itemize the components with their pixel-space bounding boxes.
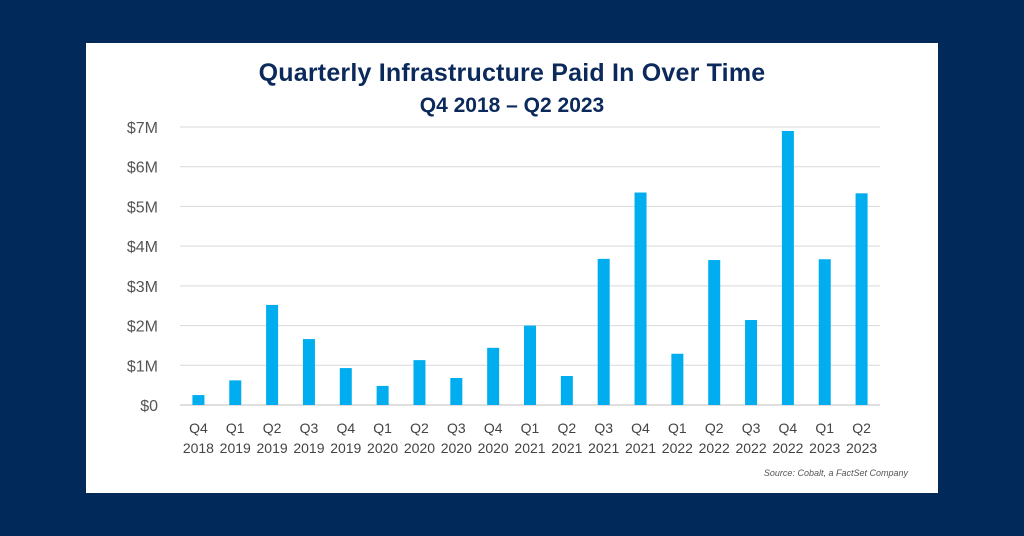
x-tick-quarter: Q2 bbox=[705, 420, 724, 436]
x-tick-quarter: Q3 bbox=[447, 420, 466, 436]
x-tick-quarter: Q3 bbox=[594, 420, 613, 436]
bar-chart: $0 $1M $2M $3M $4M $5M $6M $7M Q4 2018 Q1 2019 Q2 201… bbox=[127, 120, 880, 456]
source-note: Source: Cobalt, a FactSet Company bbox=[763, 468, 908, 478]
bar bbox=[708, 260, 721, 405]
y-tick-label: $2M bbox=[127, 319, 158, 336]
x-tick-year: 2019 bbox=[257, 440, 288, 456]
x-tick-quarter: Q2 bbox=[410, 420, 429, 436]
x-tick-quarter: Q1 bbox=[815, 420, 834, 436]
bar bbox=[745, 320, 758, 405]
y-tick-label: $0 bbox=[140, 398, 158, 415]
x-tick-year: 2019 bbox=[330, 440, 361, 456]
bar bbox=[524, 325, 536, 405]
x-tick-quarter: Q3 bbox=[742, 420, 761, 436]
y-tick-label: $6M bbox=[127, 160, 158, 177]
x-tick-quarter: Q4 bbox=[484, 420, 503, 436]
y-tick-label: $1M bbox=[127, 358, 158, 375]
x-tick-year: 2021 bbox=[514, 440, 545, 456]
x-tick-year: 2022 bbox=[662, 440, 693, 456]
x-tick-year: 2020 bbox=[441, 440, 472, 456]
x-tick-quarter: Q1 bbox=[668, 420, 687, 436]
x-tick-quarter: Q1 bbox=[521, 420, 540, 436]
x-tick-quarter: Q3 bbox=[300, 420, 319, 436]
x-tick-year: 2021 bbox=[625, 440, 656, 456]
x-tick-quarter: Q2 bbox=[263, 420, 282, 436]
x-tick-year: 2023 bbox=[809, 440, 840, 456]
x-tick-year: 2022 bbox=[699, 440, 730, 456]
bar bbox=[376, 385, 389, 405]
bar bbox=[302, 339, 315, 405]
x-tick-year: 2020 bbox=[478, 440, 509, 456]
bar bbox=[855, 193, 868, 405]
x-tick-year: 2019 bbox=[293, 440, 324, 456]
bar bbox=[229, 380, 242, 405]
bar bbox=[413, 360, 426, 405]
x-tick-quarter: Q2 bbox=[557, 420, 576, 436]
bar bbox=[634, 192, 647, 405]
bar bbox=[818, 259, 831, 405]
y-tick-label: $4M bbox=[127, 239, 158, 256]
x-tick-quarter: Q4 bbox=[189, 420, 208, 436]
x-tick-year: 2021 bbox=[551, 440, 582, 456]
y-tick-label: $7M bbox=[127, 120, 158, 137]
x-tick-quarter: Q1 bbox=[226, 420, 245, 436]
x-tick-year: 2022 bbox=[735, 440, 766, 456]
x-tick-year: 2021 bbox=[588, 440, 619, 456]
bar bbox=[597, 258, 610, 405]
bar bbox=[781, 130, 794, 405]
chart-subtitle: Q4 2018 – Q2 2023 bbox=[419, 94, 605, 117]
bar bbox=[450, 377, 463, 405]
bar bbox=[266, 304, 279, 405]
chart-title: Quarterly Infrastructure Paid In Over Ti… bbox=[258, 59, 766, 87]
x-tick-quarter: Q1 bbox=[373, 420, 392, 436]
x-tick-quarter: Q2 bbox=[852, 420, 871, 436]
bar bbox=[487, 347, 500, 405]
x-tick-quarter: Q4 bbox=[336, 420, 355, 436]
bar bbox=[339, 368, 352, 405]
bar bbox=[192, 395, 205, 405]
x-tick-quarter: Q4 bbox=[779, 420, 798, 436]
x-tick-year: 2022 bbox=[772, 440, 803, 456]
x-tick-year: 2023 bbox=[846, 440, 877, 456]
y-tick-label: $5M bbox=[127, 199, 158, 216]
x-tick-year: 2018 bbox=[183, 440, 214, 456]
x-tick-quarter: Q4 bbox=[631, 420, 650, 436]
chart-card: Quarterly Infrastructure Paid In Over Ti… bbox=[86, 43, 938, 493]
x-tick-year: 2019 bbox=[220, 440, 251, 456]
y-tick-label: $3M bbox=[127, 279, 158, 296]
x-tick-year: 2020 bbox=[404, 440, 435, 456]
bar bbox=[560, 376, 573, 405]
x-tick-year: 2020 bbox=[367, 440, 398, 456]
bar bbox=[671, 353, 684, 405]
